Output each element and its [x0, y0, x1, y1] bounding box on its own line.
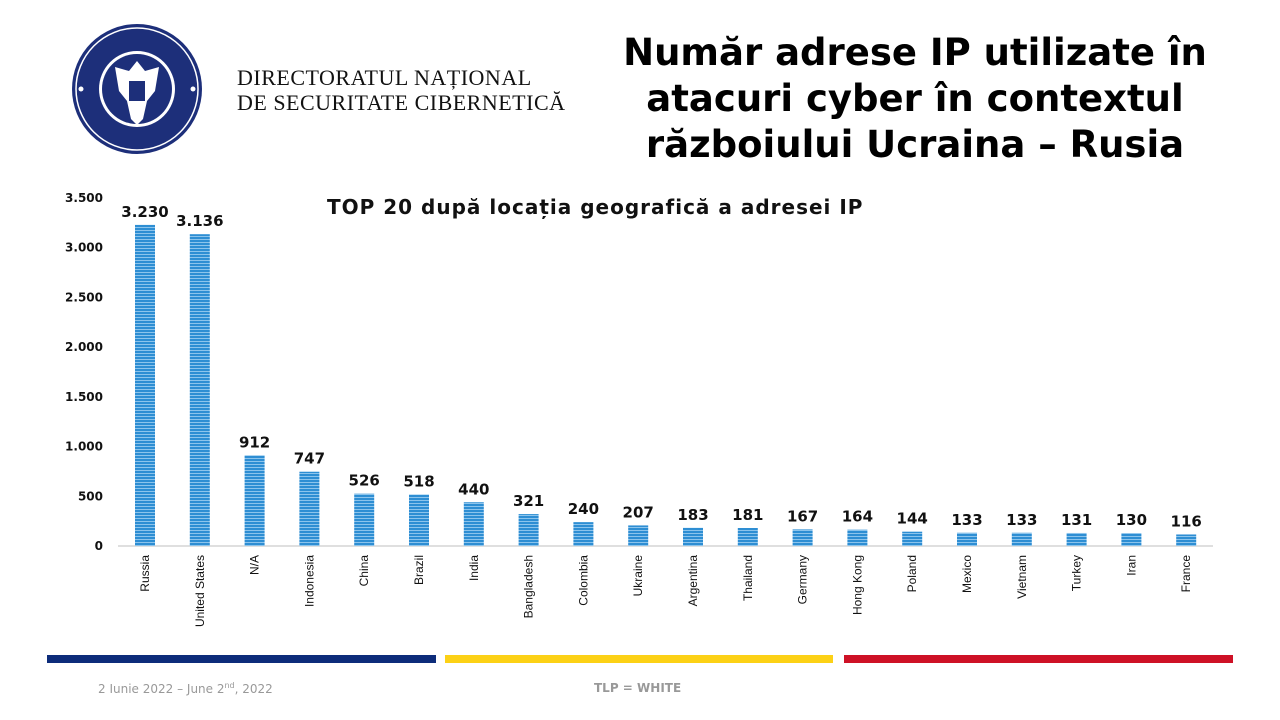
- bar-value-label: 207: [623, 503, 654, 521]
- government-seal-logo: [70, 22, 204, 156]
- bar-mexico: [957, 532, 977, 546]
- footer-stripe-red: [844, 655, 1233, 663]
- bar-value-label: 526: [349, 472, 380, 490]
- bar-value-label: 912: [239, 433, 270, 451]
- bar-bangladesh: [518, 514, 539, 546]
- bar-value-label: 240: [568, 500, 599, 518]
- y-tick-label: 500: [78, 489, 103, 503]
- page-title: Număr adrese IP utilizate în atacuri cyb…: [623, 31, 1207, 166]
- x-tick-label: Bangladesh: [522, 555, 536, 618]
- footer-date: 2 Iunie 2022 – June 2nd, 2022: [98, 681, 273, 696]
- footer-stripe-blue: [47, 655, 436, 663]
- bar-india: [463, 502, 484, 546]
- x-tick-label: Ukraine: [631, 555, 645, 597]
- x-tick-label: Argentina: [686, 555, 700, 607]
- bar-value-label: 133: [1006, 511, 1037, 529]
- footer-tlp: TLP = WHITE: [594, 681, 682, 695]
- x-tick-label: Hong Kong: [850, 555, 864, 615]
- bar-value-label: 181: [732, 506, 763, 524]
- bar-value-label: 321: [513, 492, 544, 510]
- bar-value-label: 131: [1061, 511, 1092, 529]
- x-tick-label: N/A: [248, 555, 262, 575]
- bar-france: [1176, 534, 1197, 546]
- y-tick-label: 2.500: [65, 290, 103, 304]
- bar-argentina: [683, 527, 703, 546]
- x-tick-label: United States: [193, 555, 207, 627]
- x-tick-label: Colombia: [576, 555, 590, 606]
- y-tick-label: 1.500: [65, 390, 103, 404]
- x-tick-label: Indonesia: [302, 555, 316, 607]
- bar-value-label: 133: [951, 511, 982, 529]
- y-tick-label: 3.500: [65, 191, 103, 205]
- x-tick-label: Brazil: [412, 555, 426, 585]
- bar-china: [354, 493, 375, 546]
- y-tick-label: 0: [95, 539, 103, 553]
- bar-chart: 0 500 1.000 1.500 2.000 2.500 3.000 3.500 3.230 R…: [65, 191, 1213, 627]
- bar-turkey: [1066, 532, 1087, 546]
- x-tick-label: Mexico: [960, 555, 974, 593]
- bar-iran: [1121, 533, 1142, 546]
- bar-hong-kong: [847, 529, 868, 546]
- y-tick-label: 1.000: [65, 440, 103, 454]
- y-tick-label: 2.000: [65, 340, 103, 354]
- bar-ukraine: [628, 525, 649, 546]
- bar-germany: [792, 529, 813, 546]
- chart-title: TOP 20 după locația geografică a adresei…: [327, 195, 864, 219]
- bar-n-a: [244, 455, 265, 546]
- bar-value-label: 747: [294, 450, 325, 468]
- x-tick-label: Vietnam: [1015, 555, 1029, 599]
- bar-colombia: [573, 522, 594, 546]
- bar-value-label: 518: [403, 472, 434, 490]
- bar-vietnam: [1011, 532, 1032, 546]
- bar-poland: [902, 531, 923, 546]
- bar-united-states: [189, 234, 210, 546]
- bar-value-label: 116: [1171, 512, 1202, 530]
- x-tick-label: Poland: [905, 555, 919, 592]
- x-tick-label: India: [467, 555, 481, 581]
- bar-russia: [135, 224, 155, 547]
- bar-value-label: 144: [897, 510, 928, 528]
- bar-value-label: 167: [787, 507, 818, 525]
- bar-value-label: 3.230: [121, 203, 168, 221]
- bar-indonesia: [299, 471, 320, 546]
- org-line-2: DE SECURITATE CIBERNETICĂ: [237, 90, 566, 115]
- bar-value-label: 183: [677, 506, 708, 524]
- bar-value-label: 3.136: [176, 212, 223, 230]
- organization-name: DIRECTORATUL NAȚIONAL DE SECURITATE CIBE…: [237, 65, 566, 115]
- bar-value-label: 164: [842, 508, 873, 526]
- bar-value-label: 440: [458, 480, 489, 498]
- y-tick-label: 3.000: [65, 241, 103, 255]
- x-tick-label: Turkey: [1070, 555, 1084, 591]
- x-tick-label: China: [357, 555, 371, 587]
- x-tick-label: Germany: [796, 555, 810, 604]
- org-line-1: DIRECTORATUL NAȚIONAL: [237, 65, 532, 90]
- x-tick-label: France: [1179, 555, 1193, 593]
- footer-stripe-yellow: [445, 655, 833, 663]
- bar-brazil: [409, 494, 429, 546]
- x-tick-label: Thailand: [741, 555, 755, 601]
- x-tick-label: Iran: [1124, 555, 1138, 576]
- bar-value-label: 130: [1116, 511, 1147, 529]
- bar-thailand: [737, 528, 758, 546]
- x-tick-label: Russia: [138, 555, 152, 592]
